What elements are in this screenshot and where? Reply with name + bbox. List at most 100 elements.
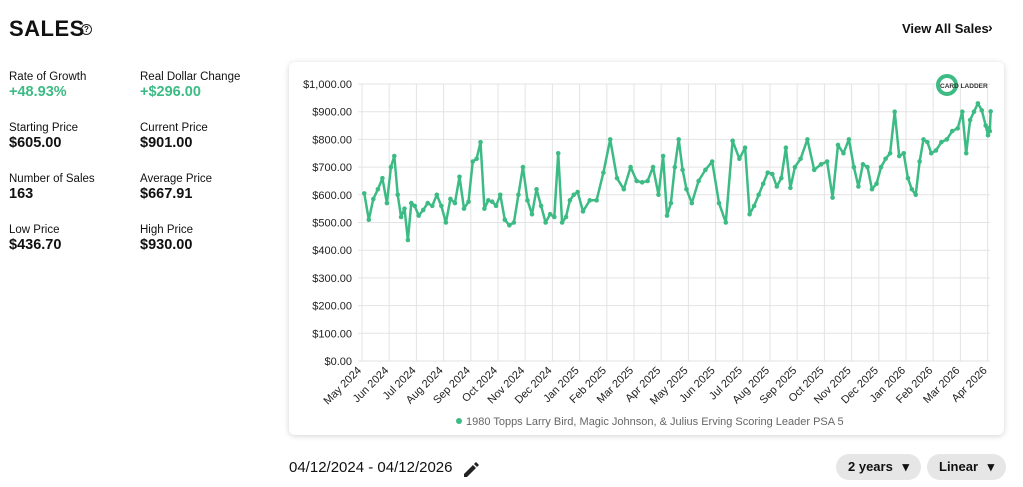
data-point (405, 237, 411, 243)
data-point (869, 186, 875, 192)
stat-label: Starting Price (9, 122, 79, 134)
data-point (960, 109, 965, 114)
dropdown-button[interactable]: 2 years ▾ (836, 454, 921, 480)
data-point (925, 139, 930, 145)
dropdown-button[interactable]: Linear ▾ (927, 454, 1007, 480)
data-point (395, 192, 400, 198)
data-point (645, 178, 650, 184)
button-label: Linear (939, 459, 979, 474)
data-point (425, 200, 431, 206)
data-point (892, 109, 897, 114)
data-point (563, 214, 569, 220)
data-point (967, 117, 973, 123)
data-point (439, 203, 444, 209)
data-point (547, 211, 553, 217)
data-point (607, 137, 613, 142)
data-point (497, 192, 503, 198)
data-point (860, 162, 866, 167)
data-point (730, 138, 735, 144)
data-point (747, 211, 752, 217)
data-point (703, 167, 708, 173)
edit-icon[interactable] (462, 460, 480, 478)
data-point (516, 192, 521, 198)
data-point (684, 186, 689, 192)
data-point (779, 175, 784, 181)
data-point (485, 198, 491, 203)
data-point (466, 199, 471, 205)
data-point (939, 139, 944, 145)
data-point (905, 175, 911, 181)
data-point (680, 167, 685, 173)
data-point (878, 164, 884, 170)
data-point (788, 185, 793, 191)
data-point (420, 207, 426, 213)
data-point (955, 126, 960, 131)
stat-value: $436.70 (9, 237, 62, 253)
data-point (384, 200, 390, 206)
data-point (737, 156, 742, 162)
data-point (660, 153, 666, 159)
data-point (798, 156, 803, 162)
data-point (774, 184, 780, 189)
data-point (429, 203, 435, 209)
data-point (575, 189, 580, 195)
data-point (567, 198, 573, 203)
data-point (676, 137, 681, 142)
data-point (949, 128, 955, 134)
y-tick-label: $900.00 (312, 107, 352, 119)
data-point (830, 195, 835, 200)
data-point (489, 199, 495, 205)
caret: ▾ (898, 459, 909, 474)
data-point (751, 203, 757, 209)
data-point (538, 203, 544, 209)
data-point (835, 142, 841, 148)
data-point (883, 156, 888, 162)
date-range[interactable]: 04/12/2024 - 04/12/2026 (289, 459, 453, 476)
view-all-link[interactable]: View All Sales (902, 21, 989, 36)
data-point (818, 162, 824, 167)
data-point (760, 181, 766, 187)
data-point (971, 109, 977, 114)
data-point (765, 170, 771, 175)
data-point (841, 150, 846, 156)
data-point (913, 192, 919, 198)
data-point (921, 137, 926, 142)
data-point (525, 198, 530, 203)
data-point (470, 159, 476, 164)
stat-label: Current Price (140, 122, 208, 134)
data-point (412, 203, 417, 209)
caret: ▾ (984, 459, 995, 474)
data-point (901, 150, 907, 156)
y-tick-label: $300.00 (312, 273, 352, 285)
help-icon[interactable]: ? (81, 24, 92, 35)
stat-label: Average Price (140, 173, 213, 185)
stat-value: +$296.00 (140, 84, 201, 100)
data-point (811, 167, 817, 173)
data-point (983, 123, 988, 128)
y-tick-label: $500.00 (312, 218, 352, 230)
chevron[interactable]: › (988, 19, 993, 35)
data-point (944, 137, 950, 142)
data-point (909, 186, 915, 192)
y-tick-label: $400.00 (312, 245, 352, 257)
data-point (723, 220, 729, 225)
data-point (507, 222, 512, 228)
data-point (851, 164, 857, 170)
data-point (696, 178, 701, 184)
stat-label: Low Price (9, 224, 60, 236)
data-point (689, 200, 695, 206)
data-point (555, 150, 561, 156)
data-point (452, 200, 458, 206)
data-point (493, 203, 499, 209)
data-point (366, 217, 372, 223)
data-point (375, 186, 381, 192)
data-point (985, 132, 991, 138)
stat-value: $901.00 (140, 135, 193, 151)
chart-card: $0.00 $100.00 $200.00 $300.00 $400.00 $500.00… (289, 62, 1004, 435)
y-tick-label: $200.00 (312, 301, 352, 313)
stat-value: $605.00 (9, 135, 62, 151)
stat-label: Rate of Growth (9, 71, 87, 83)
data-point (917, 159, 922, 164)
data-point (621, 186, 627, 192)
data-point (594, 198, 599, 203)
